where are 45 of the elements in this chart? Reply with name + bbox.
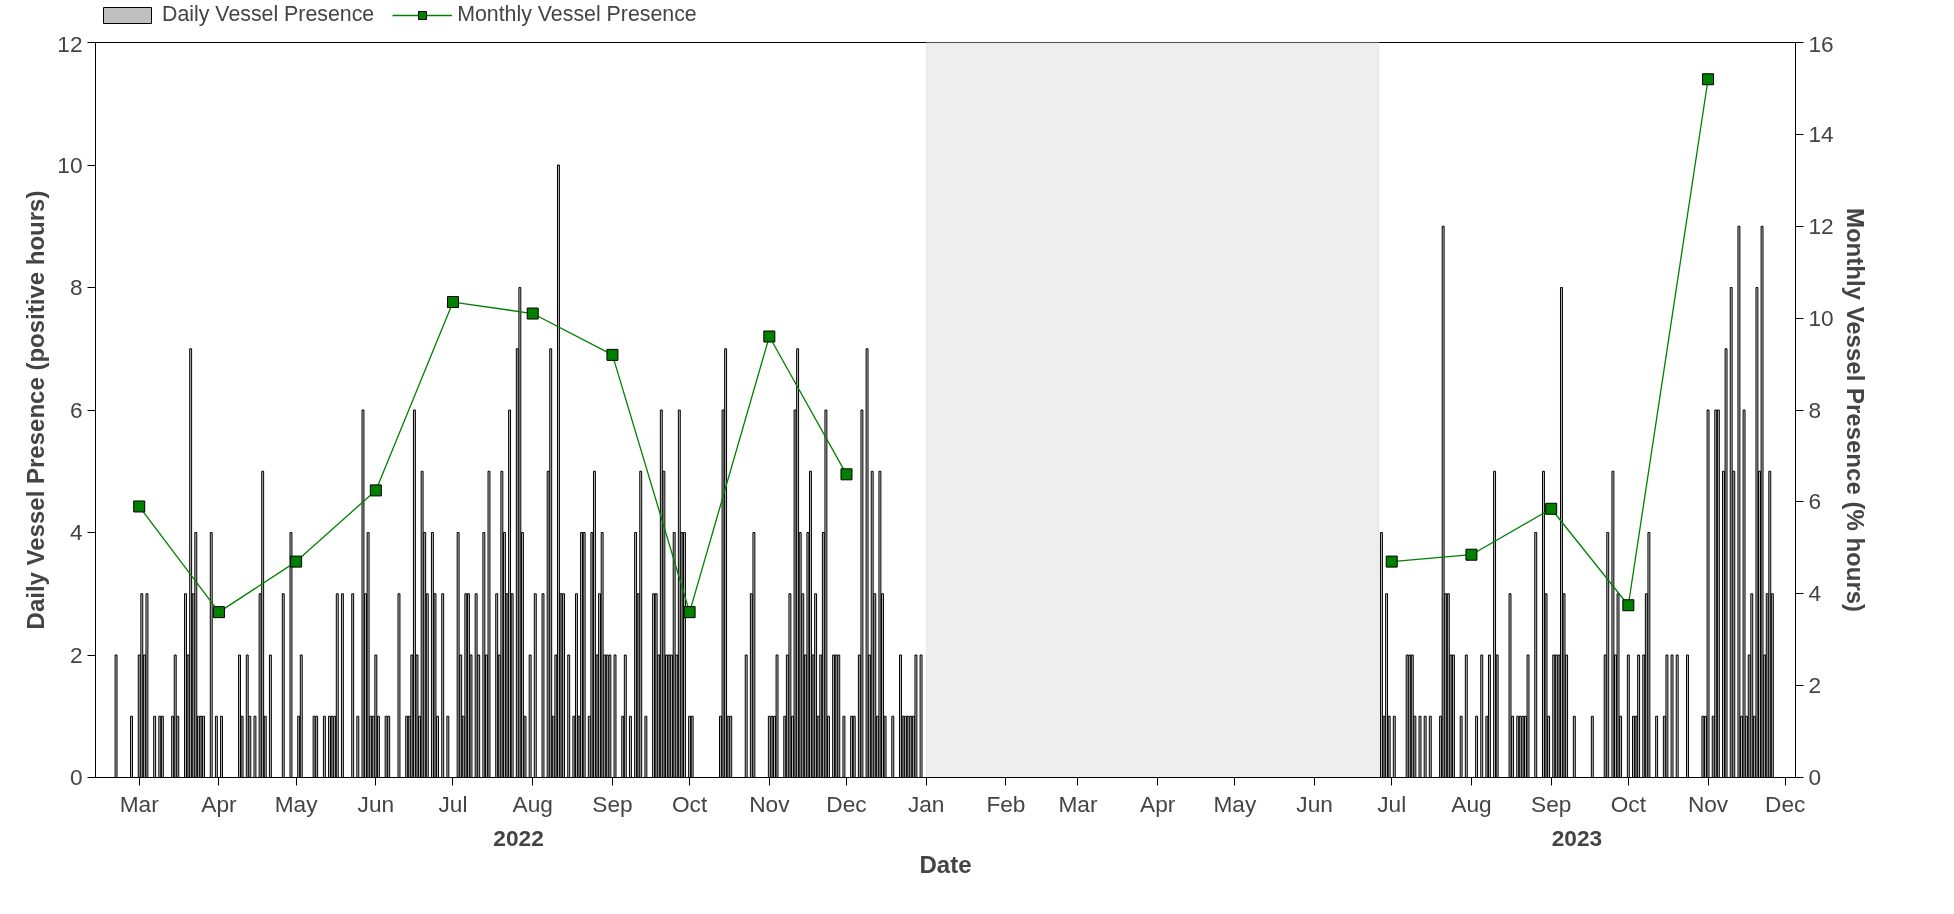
x-axis-title: Date (919, 850, 972, 878)
x-tick-label: Aug (1451, 790, 1492, 817)
x-tick-label: May (274, 790, 319, 817)
y2-tick-label: 6 (1808, 488, 1822, 515)
y2-axis-title: Monthly Vessel Presence (% hours) (1841, 207, 1869, 613)
legend-label: Monthly Vessel Presence (457, 2, 697, 27)
y2-tick-label: 14 (1808, 120, 1834, 147)
x-tick-label: Dec (826, 790, 867, 817)
x-tick-label: Sep (1531, 790, 1572, 817)
x-tick-label: Nov (1687, 790, 1729, 817)
y2-tick-label: 8 (1808, 396, 1822, 423)
y2-tick-label: 2 (1808, 672, 1822, 699)
x-tick-label: May (1213, 790, 1257, 817)
x-tick-label: Jul (438, 790, 468, 817)
y2-tick-label: 4 (1808, 580, 1822, 607)
y-tick-label: 8 (69, 274, 83, 300)
y-tick-label: 12 (57, 30, 83, 57)
x-tick-label: Jun (1296, 790, 1333, 817)
x-tick-label: Apr (201, 790, 238, 817)
y-tick-label: 6 (69, 396, 83, 423)
y-axis-title: Daily Vessel Presence (positive hours) (22, 190, 50, 630)
y-tick-label: 4 (69, 519, 83, 545)
x-tick-label: Jun (357, 790, 395, 817)
x-tick-label: Sep (592, 790, 633, 817)
x-tick-label: Jul (1377, 790, 1407, 817)
x-tick-label: Mar (119, 790, 160, 817)
legend-label: Daily Vessel Presence (162, 2, 375, 27)
x-tick-label: Oct (1610, 790, 1647, 817)
y-tick-label: 10 (57, 151, 83, 178)
x-tick-label: Mar (1058, 790, 1098, 817)
y2-tick-label: 10 (1808, 304, 1834, 331)
y-tick-label: 2 (69, 641, 83, 668)
text: 2022 (493, 824, 544, 851)
x-tick-label: Dec (1765, 790, 1806, 817)
x-tick-label: Apr (1140, 790, 1176, 817)
text: 2023 (1551, 824, 1603, 851)
x-tick-label: Feb (986, 790, 1026, 817)
y-tick-label: 0 (69, 764, 83, 790)
x-tick-label: Jan (907, 790, 945, 817)
x-tick-label: Aug (512, 790, 553, 817)
y2-tick-label: 12 (1808, 212, 1834, 239)
x-tick-label: Oct (671, 790, 708, 817)
y2-tick-label: 16 (1808, 30, 1834, 57)
y2-tick-label: 0 (1808, 764, 1822, 790)
x-tick-label: Nov (749, 790, 791, 817)
